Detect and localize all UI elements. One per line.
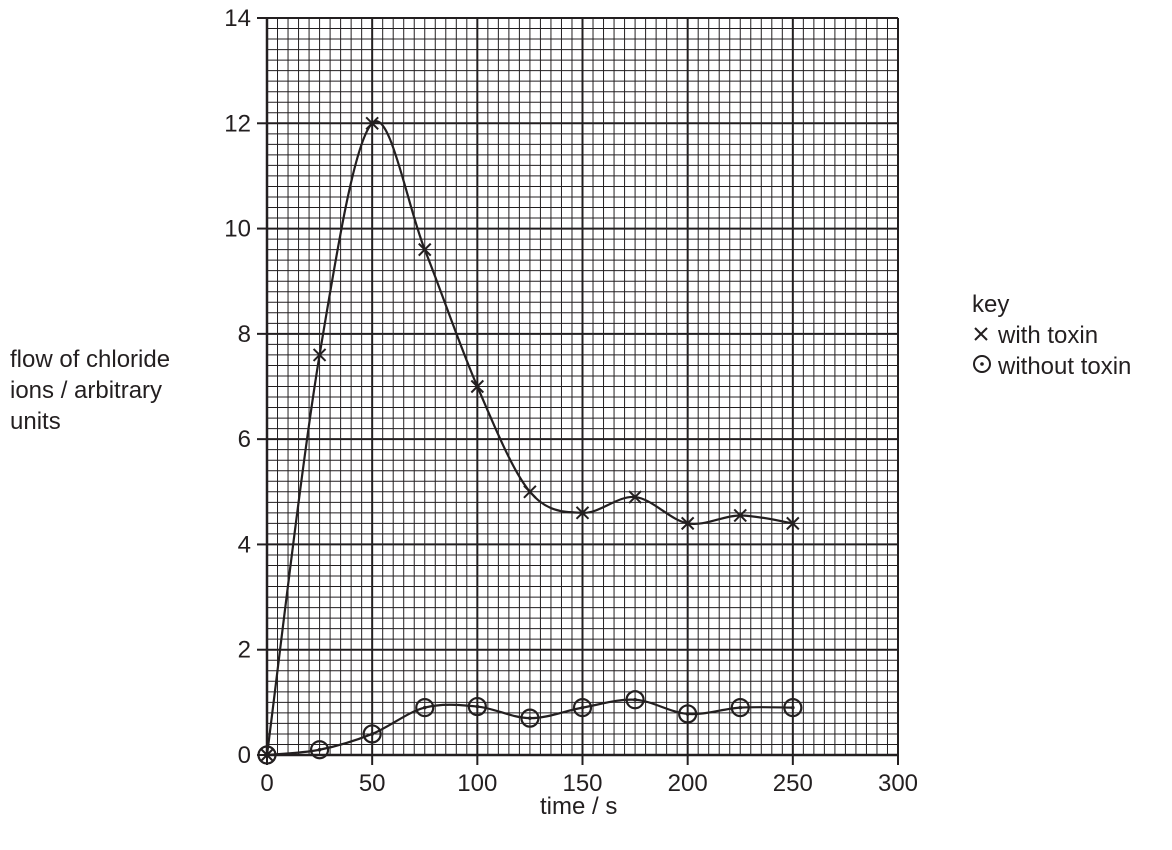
x-tick-label: 150 xyxy=(562,770,602,797)
x-tick-label: 50 xyxy=(359,770,386,797)
point-marker-without-toxin xyxy=(783,698,803,718)
marker-dot xyxy=(633,697,637,702)
marker-ring xyxy=(625,690,645,710)
y-tick-label: 4 xyxy=(238,531,251,558)
marker-stroke xyxy=(418,242,432,257)
point-marker-without-toxin xyxy=(309,740,330,760)
marker-dot xyxy=(791,705,795,710)
marker-dot xyxy=(265,753,269,757)
point-marker-with-toxin xyxy=(628,490,642,504)
point-marker-with-toxin xyxy=(680,516,695,531)
marker-stroke xyxy=(470,379,485,394)
marker-ring xyxy=(257,745,277,765)
marker-stroke xyxy=(680,516,695,531)
marker-stroke xyxy=(575,506,590,520)
y-tick-label: 10 xyxy=(224,216,251,243)
marker-stroke xyxy=(312,348,327,362)
point-marker-without-toxin xyxy=(362,724,382,744)
marker-ring xyxy=(520,708,540,728)
y-axis-label-line: ions / arbitrary xyxy=(10,377,163,404)
point-marker-without-toxin xyxy=(520,708,540,728)
point-marker-with-toxin xyxy=(733,508,747,523)
point-marker-without-toxin xyxy=(678,704,698,724)
legend-title: key xyxy=(972,291,1010,318)
marker-dot xyxy=(475,704,480,709)
point-marker-without-toxin xyxy=(415,698,435,718)
point-marker-with-toxin xyxy=(786,516,800,531)
marker-dot xyxy=(580,705,585,710)
marker-ring xyxy=(415,698,435,718)
marker-ring xyxy=(572,698,593,718)
marker-ring xyxy=(678,704,698,724)
x-tick-label: 200 xyxy=(668,770,708,797)
x-tick-label: 0 xyxy=(260,770,273,797)
marker-ring xyxy=(309,740,330,760)
y-axis-ticks: 0 2 4 6 8 10 12 14 xyxy=(224,5,267,769)
x-axis-ticks: 0 50 100 150 200 250 300 xyxy=(260,755,918,797)
point-marker-without-toxin xyxy=(467,696,487,717)
x-tick-label: 100 xyxy=(457,770,497,797)
point-marker-without-toxin xyxy=(257,745,277,765)
point-marker-with-toxin xyxy=(312,348,327,362)
x-tick-label: 250 xyxy=(773,770,813,797)
marker-ring xyxy=(730,698,750,718)
marker-dot xyxy=(528,716,532,720)
point-marker-with-toxin xyxy=(365,116,379,130)
marker-dot xyxy=(422,705,427,710)
marker-ring xyxy=(783,698,803,718)
cross-marker-icon xyxy=(972,321,998,350)
legend: key with toxin without toxin xyxy=(972,289,1131,382)
y-tick-label: 8 xyxy=(238,321,251,348)
legend-item-without-toxin: without toxin xyxy=(972,351,1131,382)
marker-stroke xyxy=(365,116,379,130)
legend-label: without toxin xyxy=(998,353,1132,380)
series-markers xyxy=(257,116,803,765)
point-marker-with-toxin xyxy=(470,379,485,394)
marker-dot xyxy=(738,705,743,710)
marker-ring xyxy=(467,696,487,717)
legend-label: with toxin xyxy=(998,322,1099,349)
x-axis-label: time / s xyxy=(540,793,618,820)
marker-dot xyxy=(370,732,374,736)
marker-stroke xyxy=(733,508,747,523)
circle-dot-marker-icon xyxy=(972,352,998,381)
point-marker-without-toxin xyxy=(572,698,593,718)
y-tick-label: 14 xyxy=(224,5,251,32)
y-axis-label: flow of chloride ions / arbitrary units xyxy=(10,345,170,438)
marker-stroke xyxy=(786,516,800,531)
marker-dot xyxy=(317,747,322,752)
y-tick-label: 6 xyxy=(238,426,251,453)
point-marker-without-toxin xyxy=(730,698,750,718)
x-tick-label: 300 xyxy=(878,770,918,797)
y-tick-label: 0 xyxy=(238,742,251,769)
y-axis-label-line: flow of chloride xyxy=(10,346,171,373)
marker-dot xyxy=(685,712,690,716)
point-marker-with-toxin xyxy=(418,242,432,257)
point-marker-with-toxin xyxy=(575,506,590,520)
y-axis-label-line: units xyxy=(10,408,61,435)
marker-stroke xyxy=(523,485,537,499)
point-marker-with-toxin xyxy=(523,485,537,499)
point-marker-without-toxin xyxy=(625,690,645,710)
marker-ring xyxy=(362,724,382,744)
marker-stroke xyxy=(628,490,642,504)
y-tick-label: 12 xyxy=(224,110,251,137)
y-tick-label: 2 xyxy=(238,637,251,664)
legend-item-with-toxin: with toxin xyxy=(972,320,1131,351)
